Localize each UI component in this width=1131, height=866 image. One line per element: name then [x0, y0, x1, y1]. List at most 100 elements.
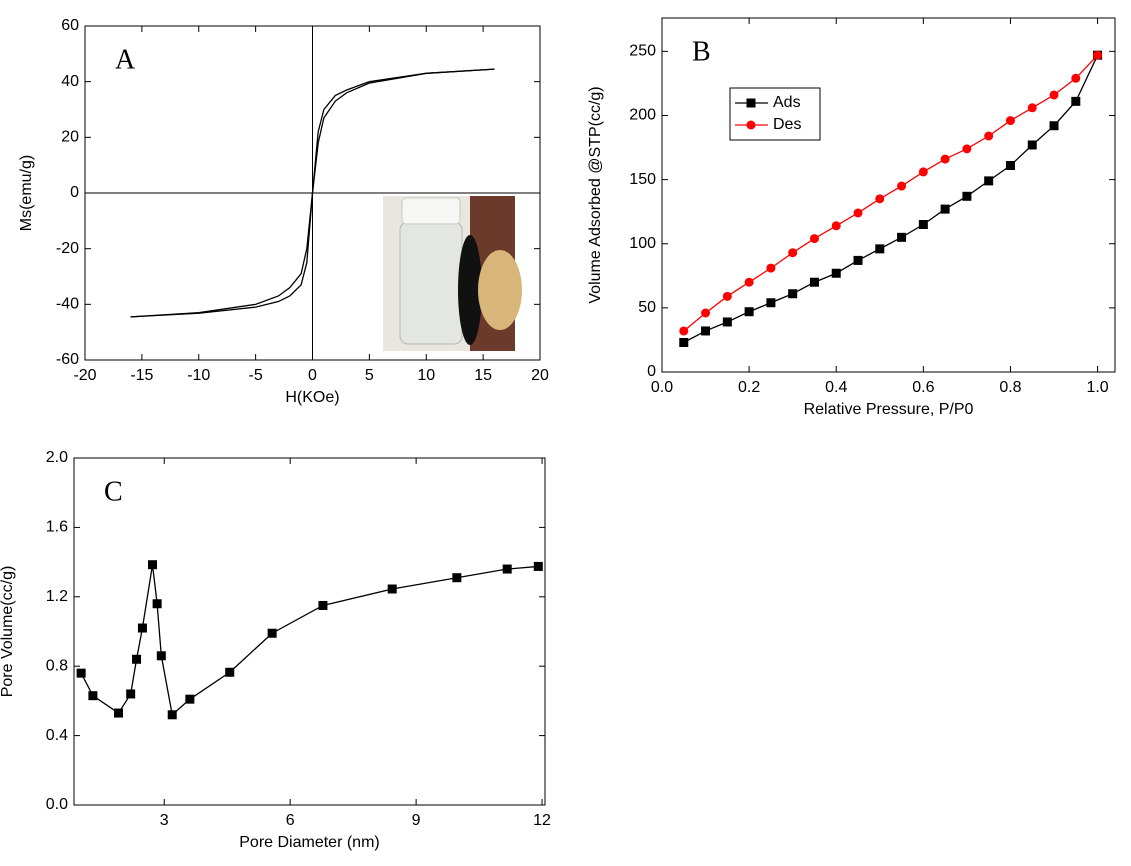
panel-label: A	[115, 44, 136, 75]
x-axis-label: H(KOe)	[285, 389, 339, 406]
y-tick-label: 0	[70, 184, 79, 201]
marker	[76, 668, 86, 678]
marker	[1005, 161, 1015, 170]
panel: -20 -15 -10 -5 0 5 10 15 20 -60 -40 -20 0 20 40 60 H(KOe…	[18, 17, 549, 406]
x-tick-label: 0.6	[912, 379, 934, 396]
y-axis-label: Ms(emu/g)	[18, 155, 35, 231]
marker	[984, 131, 994, 141]
marker	[1005, 116, 1015, 126]
plot-frame	[73, 457, 546, 806]
marker	[831, 268, 841, 278]
panel-label: C	[104, 476, 123, 507]
x-tick-label: 12	[533, 812, 551, 829]
marker	[1027, 103, 1037, 113]
y-tick-label: 200	[629, 107, 656, 124]
marker	[156, 651, 166, 661]
marker	[267, 628, 277, 638]
marker	[132, 654, 142, 664]
marker	[940, 204, 950, 214]
marker	[452, 573, 462, 583]
x-tick-label: -20	[73, 367, 96, 384]
marker	[679, 326, 689, 336]
marker	[746, 120, 756, 130]
marker	[148, 560, 157, 570]
y-tick-label: 0.4	[46, 727, 68, 744]
marker	[744, 277, 754, 287]
x-tick-label: 0	[308, 367, 317, 384]
marker	[225, 667, 235, 677]
marker	[831, 221, 841, 231]
y-tick-label: 150	[629, 171, 656, 188]
marker	[502, 564, 512, 574]
marker	[766, 263, 776, 273]
marker	[788, 248, 798, 258]
y-tick-label: -40	[56, 296, 79, 313]
x-tick-label: 0.0	[651, 379, 673, 396]
legend-label: Des	[773, 116, 801, 133]
x-tick-label: 9	[412, 812, 421, 829]
marker	[137, 623, 147, 633]
marker	[897, 181, 907, 191]
marker	[853, 208, 863, 218]
marker	[809, 234, 819, 244]
legend-box	[729, 87, 821, 141]
y-tick-label: 40	[61, 73, 79, 90]
marker	[809, 277, 819, 287]
x-tick-label: 10	[417, 367, 435, 384]
marker	[722, 291, 732, 301]
marker	[1071, 96, 1081, 106]
x-tick-label: 0.4	[825, 379, 847, 396]
legend-label: Ads	[773, 94, 801, 111]
x-tick-label: -10	[187, 367, 210, 384]
marker	[126, 689, 136, 699]
y-axis-label: Pore Volume(cc/g)	[0, 566, 16, 698]
x-tick-label: 0.2	[738, 379, 760, 396]
x-tick-label: 6	[286, 812, 295, 829]
series-line	[80, 564, 539, 717]
panel-label: B	[692, 36, 711, 67]
marker	[853, 255, 863, 265]
marker	[875, 194, 885, 204]
marker	[167, 710, 177, 720]
marker	[387, 584, 397, 594]
x-axis-label: Pore Diameter (nm)	[239, 834, 379, 851]
marker	[533, 561, 543, 571]
marker	[788, 289, 798, 299]
marker	[897, 232, 907, 242]
y-axis-label: Volume Adsorbed @STP(cc/g)	[587, 86, 604, 303]
marker	[984, 176, 994, 186]
panel: 0.0 0.2 0.4 0.6 0.8 1.0 0 50 100 150 200 250 Relativ…	[587, 17, 1116, 418]
y-tick-label: 0.8	[46, 657, 68, 674]
y-tick-label: 50	[638, 299, 656, 316]
x-tick-label: 0.8	[999, 379, 1021, 396]
marker	[679, 338, 689, 347]
x-tick-label: -5	[249, 367, 263, 384]
marker	[940, 154, 950, 164]
inset-photo	[383, 196, 522, 351]
marker	[962, 144, 972, 154]
x-tick-label: 1.0	[1086, 379, 1108, 396]
x-tick-label: 3	[160, 812, 169, 829]
x-tick-label: -15	[130, 367, 153, 384]
y-tick-label: 0	[647, 363, 656, 380]
marker	[746, 98, 756, 108]
marker	[962, 191, 972, 201]
marker	[1049, 90, 1059, 100]
marker	[152, 599, 162, 609]
marker	[1093, 50, 1103, 60]
marker	[185, 694, 195, 704]
x-axis-label: Relative Pressure, P/P0	[804, 401, 974, 418]
marker	[88, 691, 98, 701]
y-tick-label: 2.0	[46, 449, 68, 466]
marker	[722, 317, 732, 327]
marker	[875, 244, 885, 254]
x-tick-label: 15	[474, 367, 492, 384]
y-tick-label: 0.0	[46, 796, 68, 813]
marker	[701, 326, 711, 336]
panel: 3 6 9 12 0.0 0.4 0.8 1.2 1.6 2.0 Pore Diameter (nm…	[0, 449, 551, 851]
x-tick-label: 5	[365, 367, 374, 384]
marker	[918, 220, 928, 229]
marker	[1071, 73, 1081, 83]
